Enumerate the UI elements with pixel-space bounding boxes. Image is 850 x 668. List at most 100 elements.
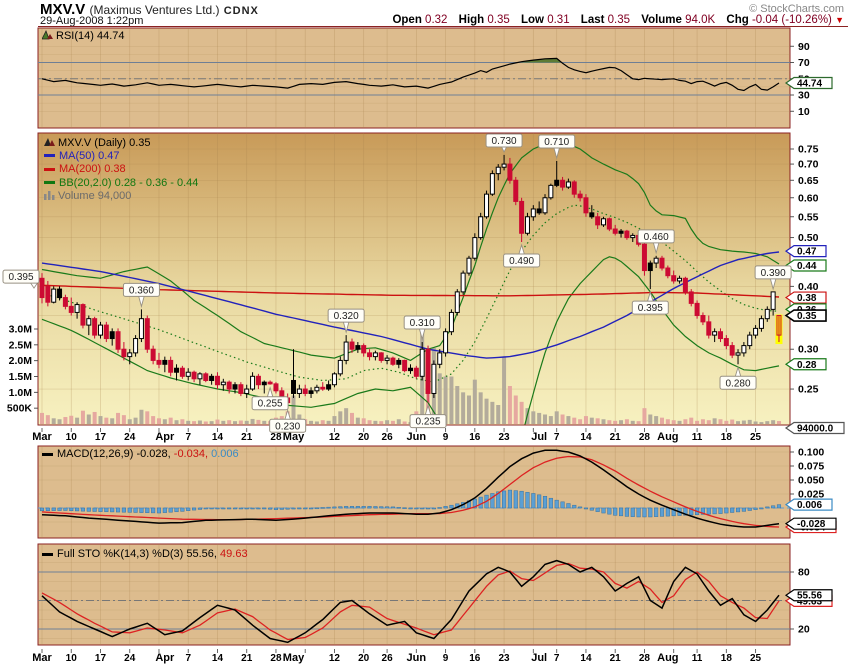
bb-legend-label: BB(20,2.0) 0.28 - 0.36 - 0.44 [59, 176, 199, 189]
rsi-overbought-fill [517, 58, 562, 63]
volume-bar [168, 417, 173, 424]
candle [454, 291, 460, 313]
volume-bar [361, 418, 366, 424]
ma50-legend-label: MA(50) 0.47 [59, 149, 120, 162]
macd-histogram-bar [145, 507, 150, 514]
axis-value-badge-label: -0.028 [797, 519, 826, 530]
macd-histogram-bar [297, 507, 302, 510]
candle [367, 352, 373, 358]
axis-tick-label: 0.60 [798, 192, 819, 204]
volume-bar [127, 419, 132, 424]
date-label: 28 [270, 432, 282, 443]
low-value: 0.31 [547, 14, 570, 26]
volume-bar [695, 420, 700, 424]
macd-histogram-bar [718, 507, 723, 514]
macd-histogram-bar [554, 499, 559, 509]
sto-plot [41, 559, 780, 644]
price-callout: 0.230 [269, 408, 307, 433]
price-callout: 0.280 [719, 365, 757, 390]
macd-histogram-bar [291, 507, 296, 510]
candle [659, 257, 665, 269]
price-callout: 0.490 [503, 243, 541, 268]
macd-histogram-bar [320, 507, 325, 509]
bb-upper-line [41, 141, 780, 362]
price-callout: 0.360 [122, 282, 160, 309]
candle [425, 348, 431, 394]
volume-bar [461, 392, 466, 424]
candle [68, 305, 74, 313]
candle [162, 359, 168, 365]
candle [764, 308, 770, 320]
macd-histogram-bar [560, 501, 565, 509]
volume-bar [355, 417, 360, 424]
date-label: 28 [270, 653, 282, 664]
ma200-line [41, 284, 780, 298]
date-label: 17 [95, 653, 107, 664]
candle [776, 315, 782, 336]
date-label: 24 [124, 432, 136, 443]
price-callout-label: 0.310 [410, 318, 435, 329]
macd-histogram-bar [636, 507, 641, 518]
symbol: MXV.V [40, 1, 86, 18]
volume-bar [683, 419, 688, 424]
volume-bar [455, 386, 460, 424]
volume-bar [379, 421, 384, 424]
axis-tick-label: 0.100 [798, 447, 824, 459]
axis-tick-label: 90 [798, 41, 810, 53]
ma200-legend-label: MA(200) 0.38 [59, 163, 126, 175]
volume-bar [747, 419, 752, 424]
macd-legend-blue: 0.006 [211, 448, 239, 460]
price-callout-label: 0.730 [492, 136, 517, 147]
macd-histogram-bar [665, 507, 670, 517]
volume-bar [215, 419, 220, 424]
candle [150, 348, 156, 361]
macd-histogram-bar [285, 507, 290, 510]
macd-histogram-bar [443, 506, 448, 509]
volume-bar [390, 420, 395, 424]
macd-histogram-bar [314, 507, 319, 510]
candle [507, 163, 513, 181]
candle [226, 381, 232, 390]
date-label: 7 [185, 653, 191, 664]
candle [337, 359, 343, 375]
macd-histogram-bar [706, 507, 711, 515]
candle [671, 275, 677, 282]
candle [606, 218, 612, 230]
macd-histogram-bar [654, 507, 659, 517]
macd-histogram-bar [613, 507, 618, 516]
volume-bar [554, 411, 559, 424]
axis-value-badge-label: 0.006 [797, 500, 822, 511]
macd-histogram-bar [659, 507, 665, 517]
date-label: 14 [212, 653, 224, 664]
macd-histogram-bar [57, 507, 62, 511]
macd-histogram-bar [572, 504, 577, 509]
volume-bar [139, 409, 144, 424]
candle [378, 352, 384, 361]
candle [770, 291, 776, 310]
macd-histogram-bar [548, 497, 553, 509]
indicator-icon [41, 29, 53, 45]
volume-bar [700, 419, 705, 424]
rsi-line [41, 57, 780, 92]
volume-bar [203, 421, 208, 424]
macd-histogram-bar [437, 507, 442, 509]
macd-histogram-bar [624, 507, 629, 517]
macd-histogram-bar [425, 507, 431, 510]
macd-histogram-bar [244, 507, 249, 510]
sto-legend-black: Full STO %K(14,3) %D(3) 55.56, [57, 548, 217, 560]
macd-histogram-bar [215, 507, 220, 510]
date-label: Jun [407, 431, 427, 443]
volume-bar [513, 395, 518, 424]
volume-bar [314, 421, 319, 424]
volume-bar [648, 414, 653, 424]
candle [238, 384, 244, 394]
volume-bar [63, 417, 68, 424]
macd-histogram-bar [542, 495, 548, 509]
macd-histogram-bar [619, 507, 624, 517]
macd-line [41, 449, 780, 528]
candle [717, 331, 723, 340]
macd-histogram-bar [197, 507, 202, 510]
price-callout: 0.710 [538, 134, 576, 160]
candle [665, 267, 671, 277]
